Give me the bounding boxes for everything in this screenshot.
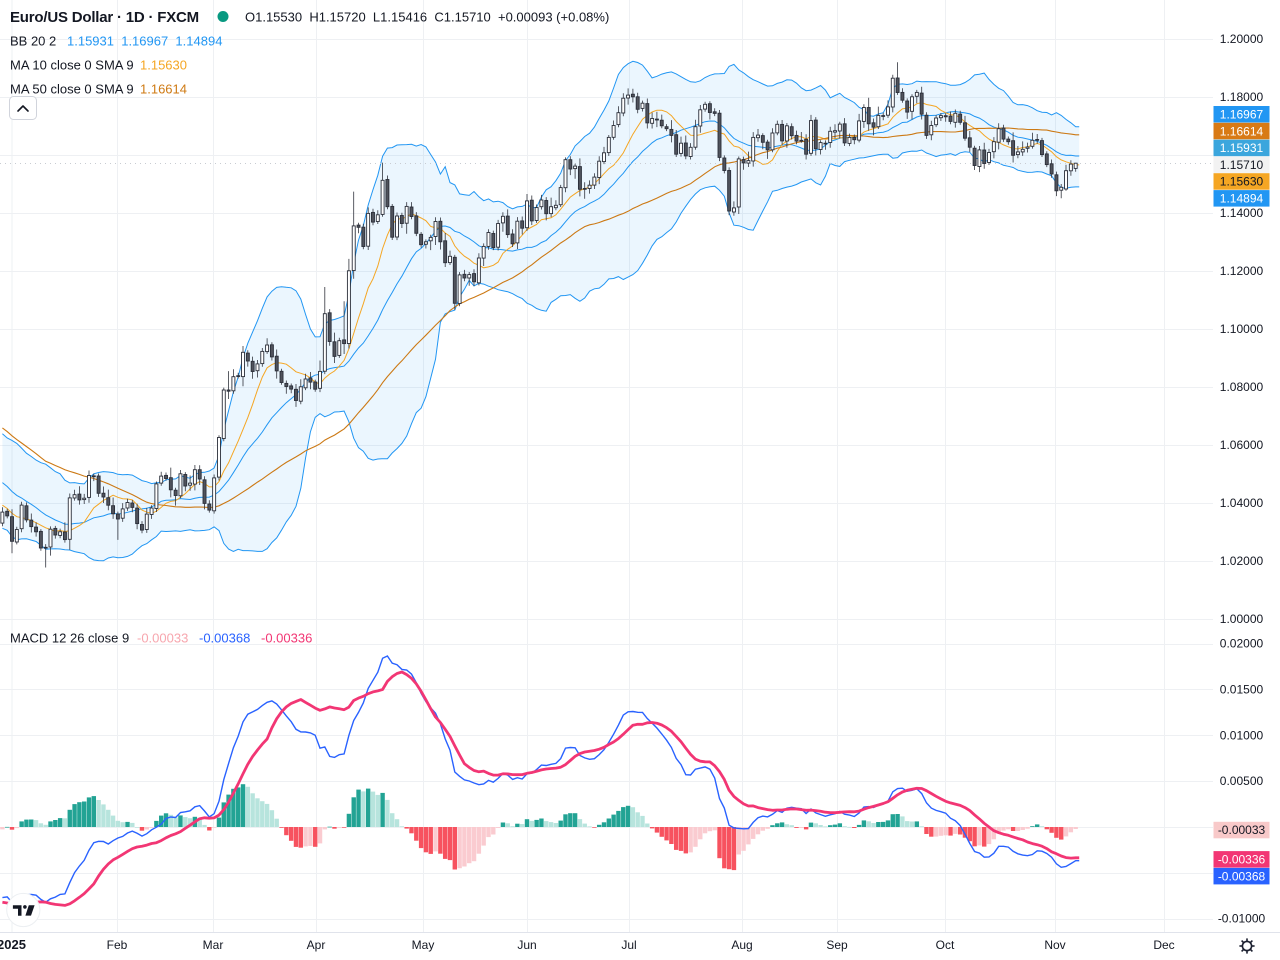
svg-text:Dec: Dec	[1153, 938, 1174, 952]
svg-text:1.14894: 1.14894	[1220, 192, 1264, 206]
svg-text:2025: 2025	[0, 937, 26, 952]
svg-text:1.00000: 1.00000	[1220, 612, 1264, 626]
svg-text:-0.01000: -0.01000	[1218, 912, 1266, 926]
svg-text:0.01000: 0.01000	[1220, 728, 1264, 742]
svg-text:-0.00336: -0.00336	[261, 631, 312, 646]
svg-text:-0.00368: -0.00368	[199, 631, 250, 646]
svg-text:1.04000: 1.04000	[1220, 496, 1264, 510]
svg-text:Jun: Jun	[517, 938, 536, 952]
svg-text:-0.00336: -0.00336	[1218, 853, 1266, 867]
svg-text:-0.00368: -0.00368	[1218, 869, 1266, 883]
svg-text:1.16614: 1.16614	[1220, 124, 1264, 138]
svg-text:O1.15530 H1.15720 L1.15416: O1.15530 H1.15720 L1.15416 C1.15710 +0.0…	[245, 10, 609, 25]
svg-text:Sep: Sep	[826, 938, 848, 952]
svg-text:Feb: Feb	[107, 938, 128, 952]
svg-text:1.15630: 1.15630	[1220, 175, 1264, 189]
svg-text:MACD 12 26 close 9: MACD 12 26 close 9	[10, 631, 129, 646]
svg-text:MA 10 close 0 SMA 9: MA 10 close 0 SMA 9	[10, 58, 134, 73]
svg-text:Mar: Mar	[203, 938, 224, 952]
svg-text:1.15931 1.16967 1.14894: 1.15931 1.16967 1.14894	[67, 34, 222, 49]
svg-text:1.02000: 1.02000	[1220, 554, 1264, 568]
svg-text:1.06000: 1.06000	[1220, 438, 1264, 452]
svg-text:1.18000: 1.18000	[1220, 90, 1264, 104]
svg-text:-0.00033: -0.00033	[137, 631, 188, 646]
svg-text:0.00500: 0.00500	[1220, 774, 1264, 788]
svg-text:Nov: Nov	[1044, 938, 1065, 952]
svg-text:Jul: Jul	[621, 938, 636, 952]
svg-text:1.15931: 1.15931	[1220, 141, 1264, 155]
svg-text:1.14000: 1.14000	[1220, 206, 1264, 220]
svg-text:1.15630: 1.15630	[140, 58, 187, 73]
svg-text:Aug: Aug	[731, 938, 752, 952]
svg-text:1.15710: 1.15710	[1220, 158, 1264, 172]
svg-text:1.16967: 1.16967	[1220, 108, 1264, 122]
svg-text:Apr: Apr	[307, 938, 326, 952]
svg-text:1.10000: 1.10000	[1220, 322, 1264, 336]
svg-text:1.16614: 1.16614	[140, 82, 187, 97]
svg-text:0.02000: 0.02000	[1220, 637, 1264, 651]
svg-text:0.01500: 0.01500	[1220, 683, 1264, 697]
svg-text:-0.00033: -0.00033	[1218, 823, 1266, 837]
svg-text:BB 20 2: BB 20 2	[10, 34, 56, 49]
svg-text:1.12000: 1.12000	[1220, 264, 1264, 278]
svg-text:Oct: Oct	[936, 938, 955, 952]
svg-text:1.20000: 1.20000	[1220, 32, 1264, 46]
svg-text:May: May	[412, 938, 435, 952]
svg-text:MA 50 close 0 SMA 9: MA 50 close 0 SMA 9	[10, 82, 134, 97]
svg-text:Euro/US Dollar · 1D · FXCM: Euro/US Dollar · 1D · FXCM	[10, 9, 199, 26]
svg-text:1.08000: 1.08000	[1220, 380, 1264, 394]
